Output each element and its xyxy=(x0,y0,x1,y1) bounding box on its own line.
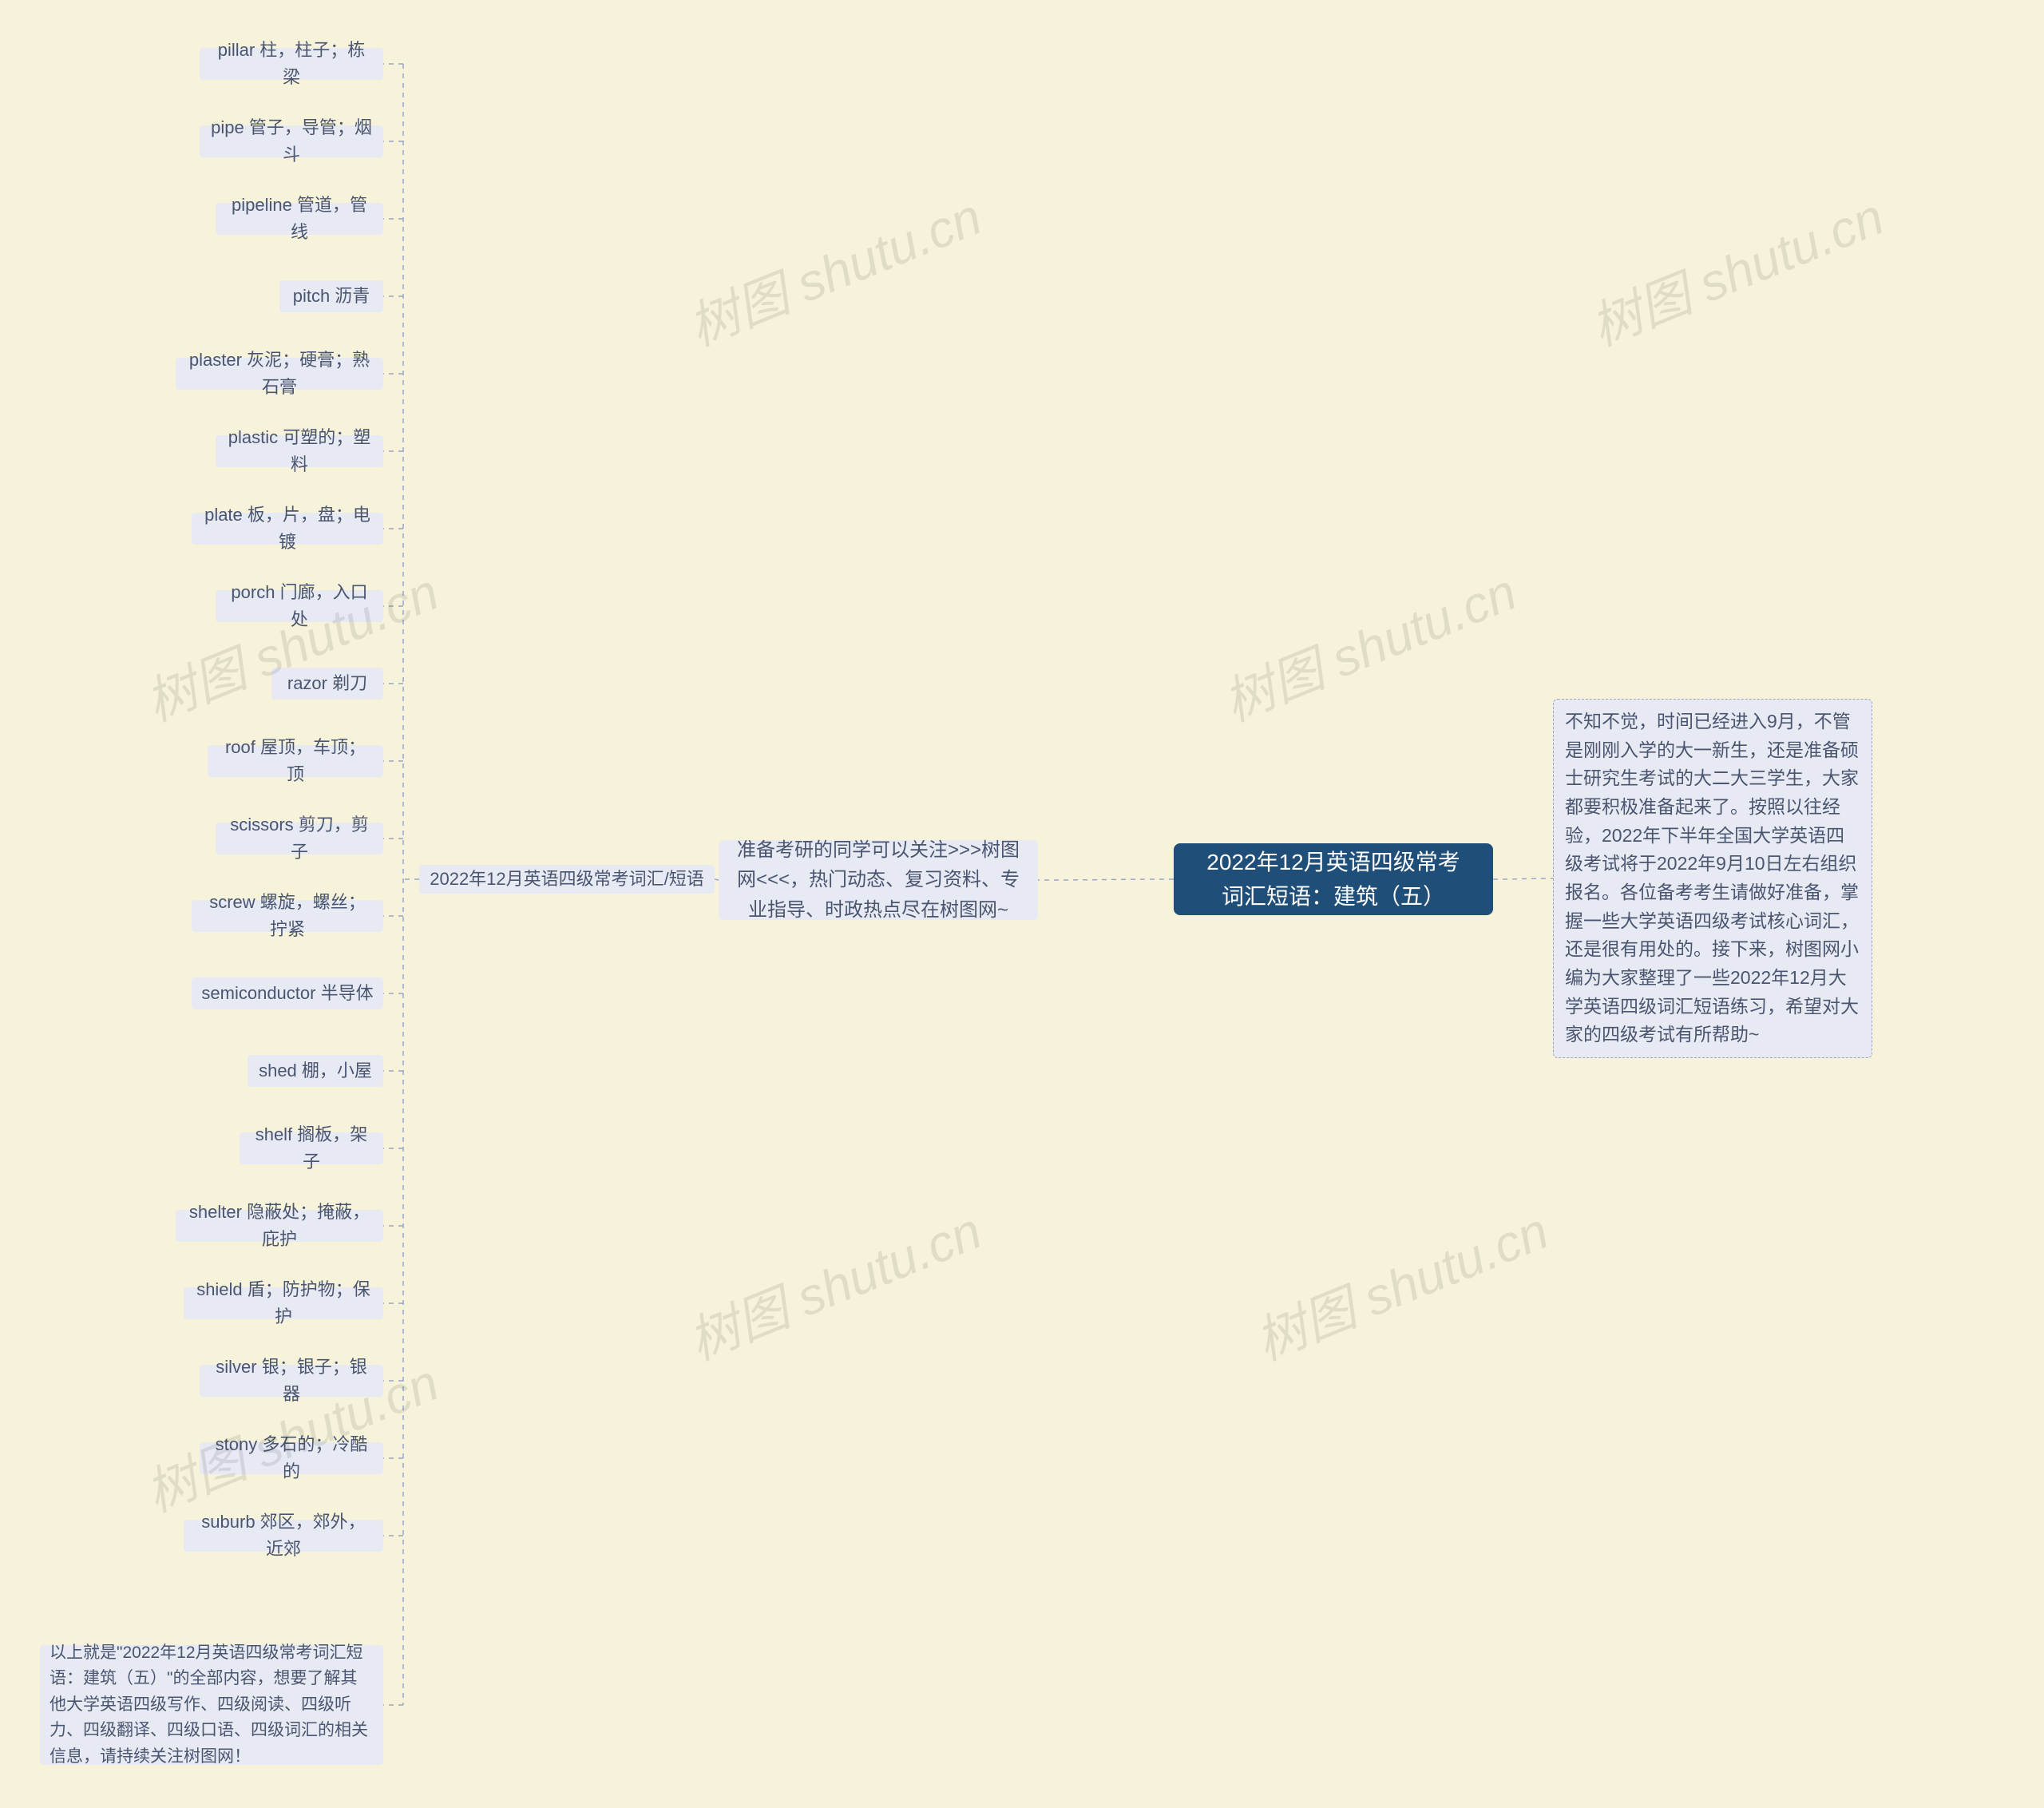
leaf-node: plastic 可塑的；塑料 xyxy=(216,435,383,467)
leaf-node: pillar 柱，柱子；栋梁 xyxy=(200,48,383,80)
mid-line1: 准备考研的同学可以关注>>>树图 xyxy=(737,839,1020,861)
leaf-text: porch 门廊，入口处 xyxy=(225,579,374,633)
leaf-text: shelf 搁板，架子 xyxy=(249,1121,374,1176)
leaf-text: plate 板，片，盘；电镀 xyxy=(201,502,374,556)
leaf-text: semiconductor 半导体 xyxy=(201,980,373,1007)
mid-line2: 网<<<，热门动态、复习资料、专 xyxy=(737,869,1020,890)
leaf-node: roof 屋顶，车顶；顶 xyxy=(208,745,383,777)
leaf-text: silver 银；银子；银器 xyxy=(209,1354,374,1408)
leaf-node: plate 板，片，盘；电镀 xyxy=(192,513,383,545)
watermark: 树图 shutu.cn xyxy=(1579,176,1893,361)
description-text: 不知不觉，时间已经进入9月，不管是刚刚入学的大一新生，还是准备硕士研究生考试的大… xyxy=(1565,708,1860,1049)
mid-node: 准备考研的同学可以关注>>>树图 网<<<，热门动态、复习资料、专 业指导、时政… xyxy=(719,840,1038,920)
leaf-text: plastic 可塑的；塑料 xyxy=(225,424,374,478)
leaf-node: pipeline 管道，管线 xyxy=(216,203,383,235)
leaf-text: scissors 剪刀，剪子 xyxy=(225,811,374,866)
watermark: 树图 shutu.cn xyxy=(676,176,991,361)
watermark: 树图 shutu.cn xyxy=(1243,1191,1558,1375)
watermark: 树图 shutu.cn xyxy=(676,1191,991,1375)
leaf-node: pitch 沥青 xyxy=(279,280,383,312)
leaf-text: pillar 柱，柱子；栋梁 xyxy=(209,37,374,91)
leaf-node: silver 银；银子；银器 xyxy=(200,1365,383,1397)
vocab-title-node: 2022年12月英语四级常考词汇/短语 xyxy=(419,865,715,894)
leaf-text: stony 多石的；冷酷的 xyxy=(209,1431,374,1485)
mid-line3: 业指导、时政热点尽在树图网~ xyxy=(748,899,1008,921)
leaf-node: screw 螺旋，螺丝；拧紧 xyxy=(192,900,383,932)
leaf-node: stony 多石的；冷酷的 xyxy=(200,1442,383,1474)
root-line2: 词汇短语：建筑（五） xyxy=(1222,884,1445,909)
root-line1: 2022年12月英语四级常考 xyxy=(1206,850,1460,874)
leaf-node: shelf 搁板，架子 xyxy=(240,1132,383,1164)
root-node: 2022年12月英语四级常考 词汇短语：建筑（五） xyxy=(1174,843,1493,915)
leaf-text: shed 棚，小屋 xyxy=(259,1057,372,1084)
leaf-text: shelter 隐蔽处；掩蔽，庇护 xyxy=(185,1199,374,1253)
watermark: 树图 shutu.cn xyxy=(1211,552,1526,736)
vocab-title-text: 2022年12月英语四级常考词汇/短语 xyxy=(430,866,704,893)
leaf-node: porch 门廊，入口处 xyxy=(216,590,383,622)
leaf-text: roof 屋顶，车顶；顶 xyxy=(217,734,374,788)
leaf-node: pipe 管子，导管；烟斗 xyxy=(200,125,383,157)
leaf-node: scissors 剪刀，剪子 xyxy=(216,823,383,854)
leaf-node: shield 盾；防护物；保护 xyxy=(184,1287,383,1319)
leaf-node: razor 剃刀 xyxy=(271,668,383,700)
leaf-node: shelter 隐蔽处；掩蔽，庇护 xyxy=(176,1210,383,1242)
leaf-node: plaster 灰泥；硬膏；熟石膏 xyxy=(176,358,383,390)
leaf-text: pipeline 管道，管线 xyxy=(225,192,374,246)
footer-note: 以上就是"2022年12月英语四级常考词汇短语：建筑（五）"的全部内容，想要了解… xyxy=(40,1645,383,1765)
leaf-text: suburb 郊区，郊外，近郊 xyxy=(193,1509,374,1563)
leaf-text: pipe 管子，导管；烟斗 xyxy=(209,114,374,169)
leaf-text: pitch 沥青 xyxy=(293,283,370,310)
leaf-node: shed 棚，小屋 xyxy=(248,1055,383,1087)
leaf-text: razor 剃刀 xyxy=(287,670,367,697)
footer-note-text: 以上就是"2022年12月英语四级常考词汇短语：建筑（五）"的全部内容，想要了解… xyxy=(50,1640,374,1770)
leaf-node: suburb 郊区，郊外，近郊 xyxy=(184,1520,383,1552)
leaf-node: semiconductor 半导体 xyxy=(192,977,383,1009)
leaf-text: plaster 灰泥；硬膏；熟石膏 xyxy=(185,347,374,401)
description-node: 不知不觉，时间已经进入9月，不管是刚刚入学的大一新生，还是准备硕士研究生考试的大… xyxy=(1553,699,1872,1058)
leaf-text: screw 螺旋，螺丝；拧紧 xyxy=(201,889,374,943)
leaf-text: shield 盾；防护物；保护 xyxy=(193,1276,374,1330)
